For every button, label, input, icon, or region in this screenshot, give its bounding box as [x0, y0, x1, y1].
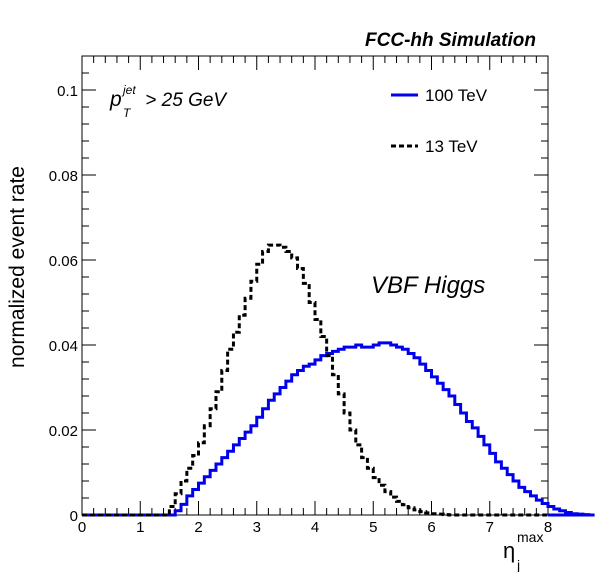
x-axis-label-base: η — [503, 538, 515, 563]
x-axis-label-sup: max — [517, 529, 543, 545]
y-tick-label: 0.06 — [49, 253, 78, 270]
x-tick-label: 8 — [544, 519, 552, 536]
x-tick-label: 4 — [311, 519, 319, 536]
x-tick-label: 0 — [78, 519, 86, 536]
series-layer — [82, 243, 595, 517]
series-line-13-tev — [82, 243, 548, 517]
x-tick-label: 6 — [427, 519, 435, 536]
y-tick-label: 0.1 — [57, 83, 78, 100]
legend: 100 TeV 13 TeV — [391, 86, 488, 156]
series-line-100-tev — [82, 341, 595, 517]
chart-title: FCC-hh Simulation — [365, 30, 536, 51]
annotation-vbf-higgs: VBF Higgs — [371, 272, 485, 299]
x-axis-label: η max j — [503, 529, 543, 572]
legend-label-13-tev: 13 TeV — [425, 137, 478, 156]
cut-label-sup: jet — [121, 83, 136, 97]
y-axis-label: normalized event rate — [6, 166, 29, 368]
y-tick-label: 0.02 — [49, 423, 78, 440]
x-tick-label: 1 — [136, 519, 144, 536]
y-axis: 0 0.02 0.04 0.06 0.08 0.1 — [49, 55, 548, 525]
y-tick-label: 0.08 — [49, 168, 78, 185]
x-axis-label-sub: j — [516, 557, 520, 572]
cut-label: p jet T > 25 GeV — [109, 83, 228, 120]
x-tick-label: 2 — [194, 519, 202, 536]
cut-label-p: p — [109, 88, 122, 111]
y-tick-label: 0 — [70, 508, 78, 525]
x-tick-label: 7 — [486, 519, 494, 536]
x-tick-label: 5 — [369, 519, 377, 536]
x-tick-label: 3 — [253, 519, 261, 536]
legend-label-100-tev: 100 TeV — [425, 86, 488, 105]
cut-label-rest: > 25 GeV — [140, 90, 228, 111]
y-tick-label: 0.04 — [49, 338, 78, 355]
cut-label-sub: T — [123, 106, 132, 120]
